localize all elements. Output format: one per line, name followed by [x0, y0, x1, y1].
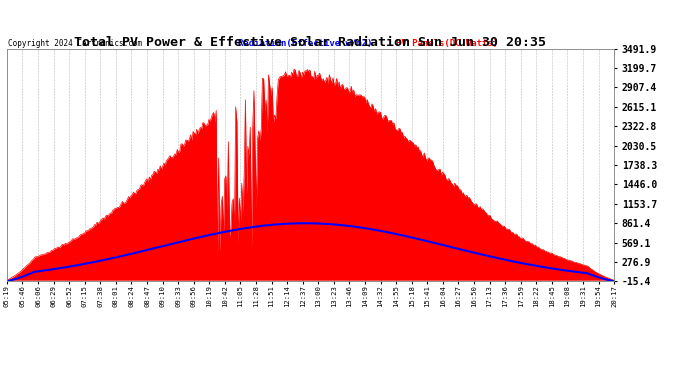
Text: PV Panels(DC Watts): PV Panels(DC Watts): [395, 39, 497, 48]
Text: Radiation(Effective w/m2): Radiation(Effective w/m2): [237, 39, 372, 48]
Text: Copyright 2024 Cartronics.com: Copyright 2024 Cartronics.com: [8, 39, 141, 48]
Title: Total PV Power & Effective Solar Radiation Sun Jun 30 20:35: Total PV Power & Effective Solar Radiati…: [75, 36, 546, 49]
